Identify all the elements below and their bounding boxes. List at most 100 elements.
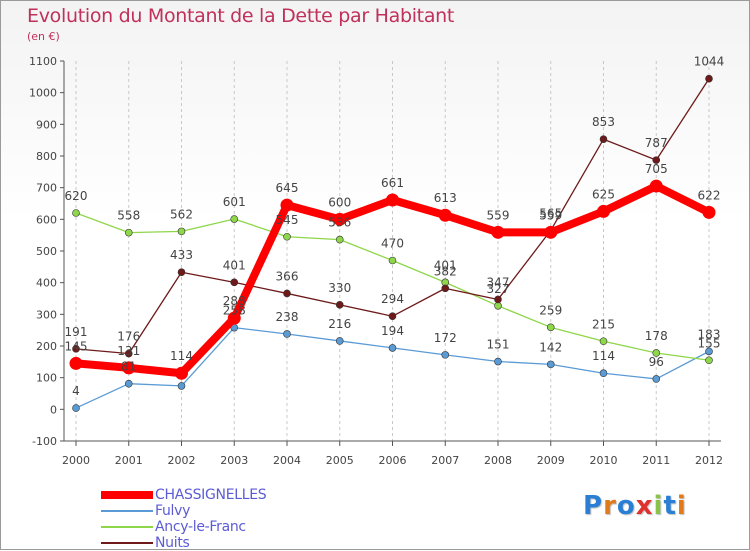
data-point (544, 225, 558, 239)
data-point (72, 404, 80, 412)
x-tick-label: 2012 (695, 454, 723, 467)
y-tick-label: 600 (36, 213, 57, 226)
y-tick-label: 700 (36, 182, 57, 195)
data-label: 81 (121, 360, 136, 374)
data-point (597, 204, 610, 218)
data-point (705, 74, 713, 83)
data-point (283, 289, 291, 298)
data-label: 194 (381, 324, 404, 338)
data-label: 787 (645, 136, 668, 150)
x-tick-label: 2010 (590, 454, 618, 467)
data-label: 853 (592, 115, 615, 129)
data-point (438, 208, 452, 222)
data-point (333, 212, 347, 226)
data-label: 565 (539, 206, 562, 220)
data-label: 145 (65, 339, 88, 353)
data-point (599, 337, 608, 346)
x-tick-label: 2011 (642, 454, 670, 467)
data-label: 1044 (694, 55, 725, 69)
data-label: 155 (698, 336, 721, 350)
data-point (599, 135, 608, 144)
x-tick-label: 2003 (220, 454, 248, 467)
data-point (546, 323, 555, 332)
x-tick-label: 2004 (273, 454, 301, 467)
legend-item: Fulvy (101, 503, 190, 519)
data-label: 366 (276, 269, 299, 283)
x-tick-label: 2006 (379, 454, 407, 467)
data-label: 330 (328, 281, 351, 295)
x-tick-label: 2005 (326, 454, 354, 467)
data-point (227, 311, 241, 325)
data-label: 131 (117, 344, 140, 358)
data-point (69, 356, 83, 370)
data-label: 562 (170, 207, 193, 221)
data-point (649, 179, 663, 193)
data-point (652, 156, 661, 164)
data-label: 613 (434, 191, 457, 205)
data-label: 216 (328, 317, 351, 331)
data-point (72, 209, 80, 217)
data-label: 258 (223, 304, 246, 318)
y-tick-label: 0 (50, 403, 57, 416)
data-point (124, 228, 133, 237)
data-point (283, 330, 291, 338)
x-tick-label: 2009 (537, 454, 565, 467)
y-tick-label: 900 (36, 118, 57, 131)
chart-title: Evolution du Montant de la Dette par Hab… (27, 5, 455, 27)
data-point (546, 360, 555, 369)
data-point (335, 235, 344, 244)
data-point (652, 349, 661, 357)
data-label: 545 (276, 213, 299, 227)
data-point (599, 369, 608, 378)
x-tick-label: 2001 (115, 454, 143, 467)
chart-unit: (en €) (27, 30, 60, 43)
x-tick-label: 2000 (62, 454, 90, 467)
data-label: 215 (592, 317, 615, 331)
data-point (494, 295, 502, 304)
data-label: 114 (170, 349, 193, 363)
data-point (705, 356, 713, 365)
data-label: 433 (170, 248, 193, 262)
y-tick-label: 1000 (29, 87, 57, 100)
data-label: 96 (649, 355, 664, 369)
data-label: 620 (65, 189, 88, 203)
legend-swatch (101, 526, 153, 528)
x-tick-label: 2007 (431, 454, 459, 467)
data-point (177, 227, 186, 236)
data-point (386, 193, 399, 207)
y-tick-label: 500 (36, 245, 57, 258)
data-point (72, 345, 80, 353)
legend-item: Ancy-le-Franc (101, 519, 246, 535)
data-label: 536 (328, 216, 351, 230)
data-point (494, 301, 502, 310)
data-label: 178 (645, 329, 668, 343)
data-point (705, 347, 713, 356)
data-point (280, 198, 294, 212)
data-label: 600 (328, 195, 351, 209)
data-point (388, 312, 397, 321)
legend-label: CHASSIGNELLES (155, 487, 267, 503)
data-point (230, 278, 239, 287)
data-point (124, 379, 133, 388)
data-point (335, 337, 344, 345)
data-label: 172 (434, 331, 457, 345)
data-label: 625 (592, 187, 615, 201)
data-point (702, 205, 716, 219)
data-label: 4 (72, 384, 80, 398)
data-label: 558 (117, 209, 140, 223)
data-point (441, 284, 450, 293)
data-point (388, 256, 397, 265)
data-label: 401 (434, 258, 457, 272)
data-label: 114 (592, 349, 615, 363)
data-label: 601 (223, 195, 246, 209)
data-label: 183 (698, 327, 721, 341)
y-tick-label: 800 (36, 150, 57, 163)
legend-swatch (101, 510, 153, 512)
data-point (177, 268, 186, 277)
data-label: 382 (434, 264, 457, 278)
y-tick-label: -100 (32, 435, 57, 448)
data-point (122, 361, 136, 375)
data-point (494, 357, 502, 366)
data-point (283, 232, 291, 241)
